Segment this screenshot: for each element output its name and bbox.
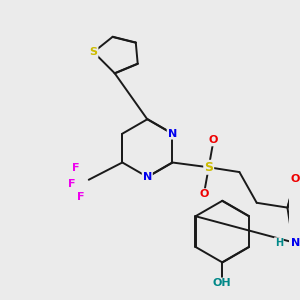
Text: H: H	[275, 238, 283, 248]
Text: F: F	[72, 163, 79, 173]
Text: O: O	[290, 174, 300, 184]
Text: N: N	[291, 238, 300, 248]
Text: S: S	[89, 47, 98, 57]
Text: O: O	[199, 189, 208, 199]
Text: F: F	[77, 192, 85, 202]
Text: O: O	[209, 135, 218, 146]
Text: OH: OH	[213, 278, 232, 288]
Text: N: N	[168, 129, 177, 139]
Text: F: F	[68, 178, 75, 189]
Text: S: S	[204, 161, 213, 174]
Text: N: N	[143, 172, 152, 182]
